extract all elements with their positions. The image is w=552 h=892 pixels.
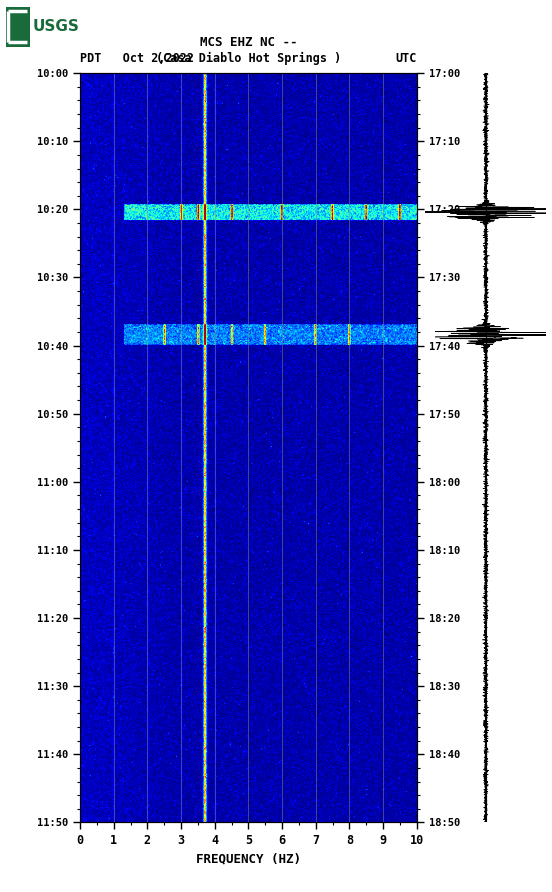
- Text: UTC: UTC: [395, 52, 417, 65]
- Text: MCS EHZ NC --: MCS EHZ NC --: [200, 36, 297, 49]
- X-axis label: FREQUENCY (HZ): FREQUENCY (HZ): [196, 853, 301, 866]
- Text: PDT   Oct 2,2022: PDT Oct 2,2022: [80, 52, 194, 65]
- Text: USGS: USGS: [33, 20, 79, 34]
- FancyBboxPatch shape: [6, 7, 30, 47]
- Text: (Casa Diablo Hot Springs ): (Casa Diablo Hot Springs ): [156, 52, 341, 65]
